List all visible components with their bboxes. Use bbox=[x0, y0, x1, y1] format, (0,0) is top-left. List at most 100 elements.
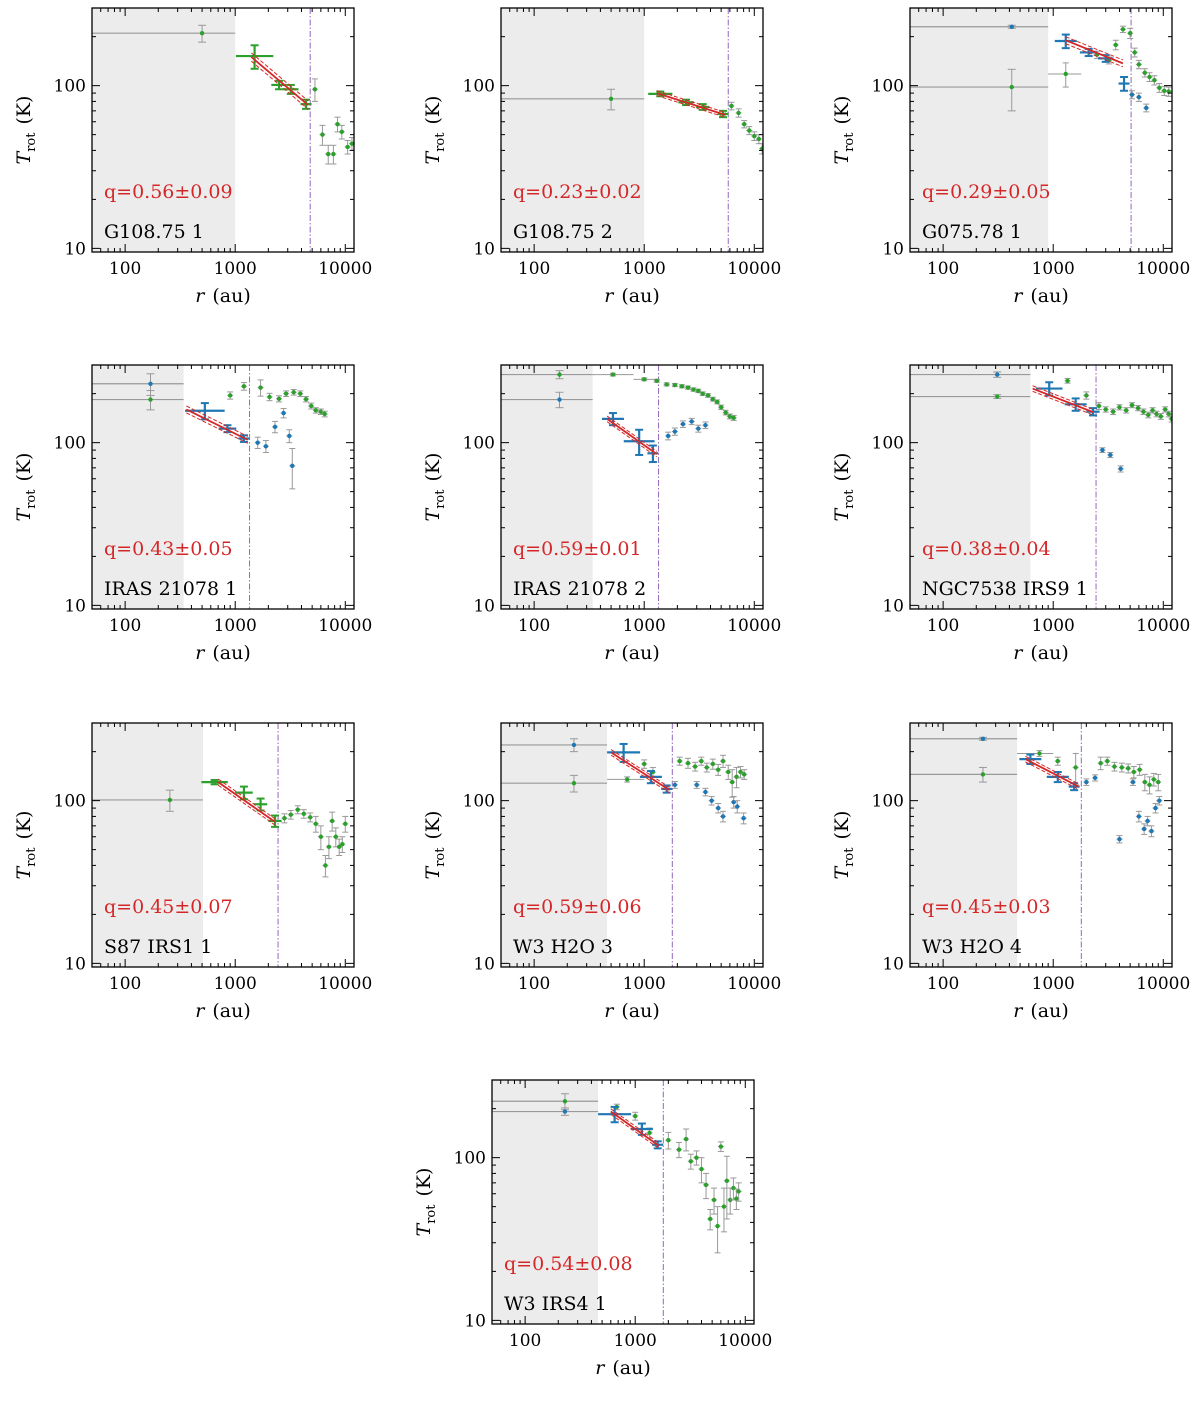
data-point bbox=[703, 789, 708, 795]
data-point bbox=[721, 1204, 727, 1209]
y-axis-label: Trot (K) bbox=[831, 453, 857, 522]
x-axis-label: r (au) bbox=[1013, 642, 1068, 664]
data-point bbox=[258, 385, 263, 390]
data-point bbox=[1063, 71, 1068, 77]
source-name-label: IRAS 21078 2 bbox=[513, 578, 646, 600]
y-axis-label: Trot (K) bbox=[13, 811, 39, 880]
data-point bbox=[283, 391, 289, 396]
data-point bbox=[1118, 466, 1123, 472]
inner-point bbox=[1009, 84, 1014, 90]
inner-point bbox=[995, 372, 1000, 377]
data-point bbox=[736, 1189, 741, 1194]
source-name-label: G108.75 2 bbox=[513, 221, 613, 243]
unresolved-region bbox=[501, 8, 645, 252]
source-name-label: S87 IRS1 1 bbox=[104, 936, 212, 958]
x-tick-label: 1000 bbox=[614, 1331, 657, 1351]
data-point bbox=[679, 384, 685, 389]
data-point bbox=[1141, 409, 1146, 414]
x-tick-label: 10000 bbox=[318, 616, 372, 636]
data-point bbox=[313, 408, 319, 413]
data-point bbox=[752, 133, 757, 139]
y-axis-unit: (K) bbox=[422, 453, 444, 482]
y-axis-unit: (K) bbox=[13, 96, 35, 125]
data-point bbox=[759, 146, 763, 151]
y-axis-label: Trot (K) bbox=[831, 96, 857, 165]
data-point bbox=[1120, 27, 1126, 32]
inner-point bbox=[995, 394, 1000, 399]
data-point bbox=[1065, 378, 1070, 383]
data-point bbox=[1166, 411, 1171, 417]
x-axis-unit: (au) bbox=[612, 1357, 650, 1379]
data-point bbox=[1110, 409, 1116, 414]
data-point bbox=[685, 760, 691, 766]
data-point bbox=[263, 444, 269, 449]
data-point bbox=[281, 410, 286, 416]
data-point bbox=[333, 834, 338, 839]
x-axis-label: r (au) bbox=[195, 642, 250, 664]
data-point bbox=[1144, 105, 1149, 111]
data-point bbox=[654, 378, 659, 383]
x-tick-label: 1000 bbox=[1032, 616, 1075, 636]
q-value-label: q=0.38±0.04 bbox=[922, 538, 1051, 560]
y-tick-label: 100 bbox=[454, 1149, 486, 1169]
x-axis-label: r (au) bbox=[595, 1357, 650, 1379]
source-name-label: W3 IRS4 1 bbox=[504, 1293, 607, 1315]
x-tick-label: 100 bbox=[518, 974, 550, 994]
data-point bbox=[272, 424, 278, 430]
y-axis-variable: T bbox=[13, 150, 35, 164]
data-point bbox=[227, 393, 233, 398]
data-point bbox=[349, 141, 354, 146]
y-axis-label: Trot (K) bbox=[422, 96, 448, 165]
data-point bbox=[705, 393, 711, 398]
x-axis-variable: r bbox=[595, 1357, 606, 1379]
data-point bbox=[624, 777, 630, 782]
data-point bbox=[301, 811, 307, 817]
y-tick-label: 10 bbox=[473, 954, 495, 974]
data-point bbox=[308, 403, 314, 409]
data-point bbox=[729, 779, 735, 785]
x-axis-unit: (au) bbox=[1030, 1000, 1068, 1022]
x-tick-label: 10000 bbox=[718, 1331, 772, 1351]
data-point bbox=[741, 816, 746, 821]
data-point bbox=[307, 815, 313, 820]
data-point bbox=[312, 87, 318, 92]
data-point bbox=[1117, 836, 1122, 842]
data-point bbox=[1156, 779, 1161, 785]
x-tick-label: 100 bbox=[518, 259, 550, 279]
q-value-label: q=0.43±0.05 bbox=[104, 538, 233, 560]
x-axis-variable: r bbox=[604, 1000, 615, 1022]
data-point bbox=[715, 767, 721, 772]
data-point bbox=[336, 844, 342, 850]
data-point bbox=[322, 411, 327, 417]
data-point bbox=[715, 805, 721, 811]
y-axis-variable: T bbox=[831, 865, 853, 879]
plot-area bbox=[501, 365, 737, 609]
data-point bbox=[288, 812, 294, 817]
data-point bbox=[1092, 775, 1098, 781]
q-value-label: q=0.59±0.06 bbox=[513, 896, 642, 918]
chart-panel: 100 1000 10000 10 100 r (au) Trot (K) q=0.45±0.07… bbox=[13, 722, 372, 1022]
fit-lower-bound bbox=[250, 60, 309, 110]
q-value-label: q=0.23±0.02 bbox=[513, 181, 642, 203]
y-tick-label: 100 bbox=[463, 792, 495, 812]
y-axis-unit: (K) bbox=[13, 453, 35, 482]
y-axis-variable: T bbox=[422, 865, 444, 879]
x-axis-variable: r bbox=[1013, 1000, 1024, 1022]
x-axis-variable: r bbox=[1013, 642, 1024, 664]
axes-frame bbox=[91, 722, 355, 968]
data-point bbox=[241, 384, 247, 389]
y-axis-variable: T bbox=[422, 507, 444, 521]
q-value-label: q=0.59±0.01 bbox=[513, 538, 642, 560]
y-axis-subscript: rot bbox=[433, 847, 448, 867]
data-point bbox=[642, 377, 647, 382]
plot-area bbox=[501, 723, 748, 967]
x-tick-label: 100 bbox=[109, 616, 141, 636]
data-point bbox=[1113, 42, 1118, 48]
data-point bbox=[1098, 760, 1103, 766]
x-axis-label: r (au) bbox=[195, 285, 250, 307]
fit-lower-bound bbox=[606, 421, 658, 458]
data-point bbox=[676, 1147, 682, 1152]
inner-point bbox=[608, 96, 614, 102]
data-point bbox=[290, 463, 295, 469]
source-name-label: NGC7538 IRS9 1 bbox=[922, 578, 1088, 600]
